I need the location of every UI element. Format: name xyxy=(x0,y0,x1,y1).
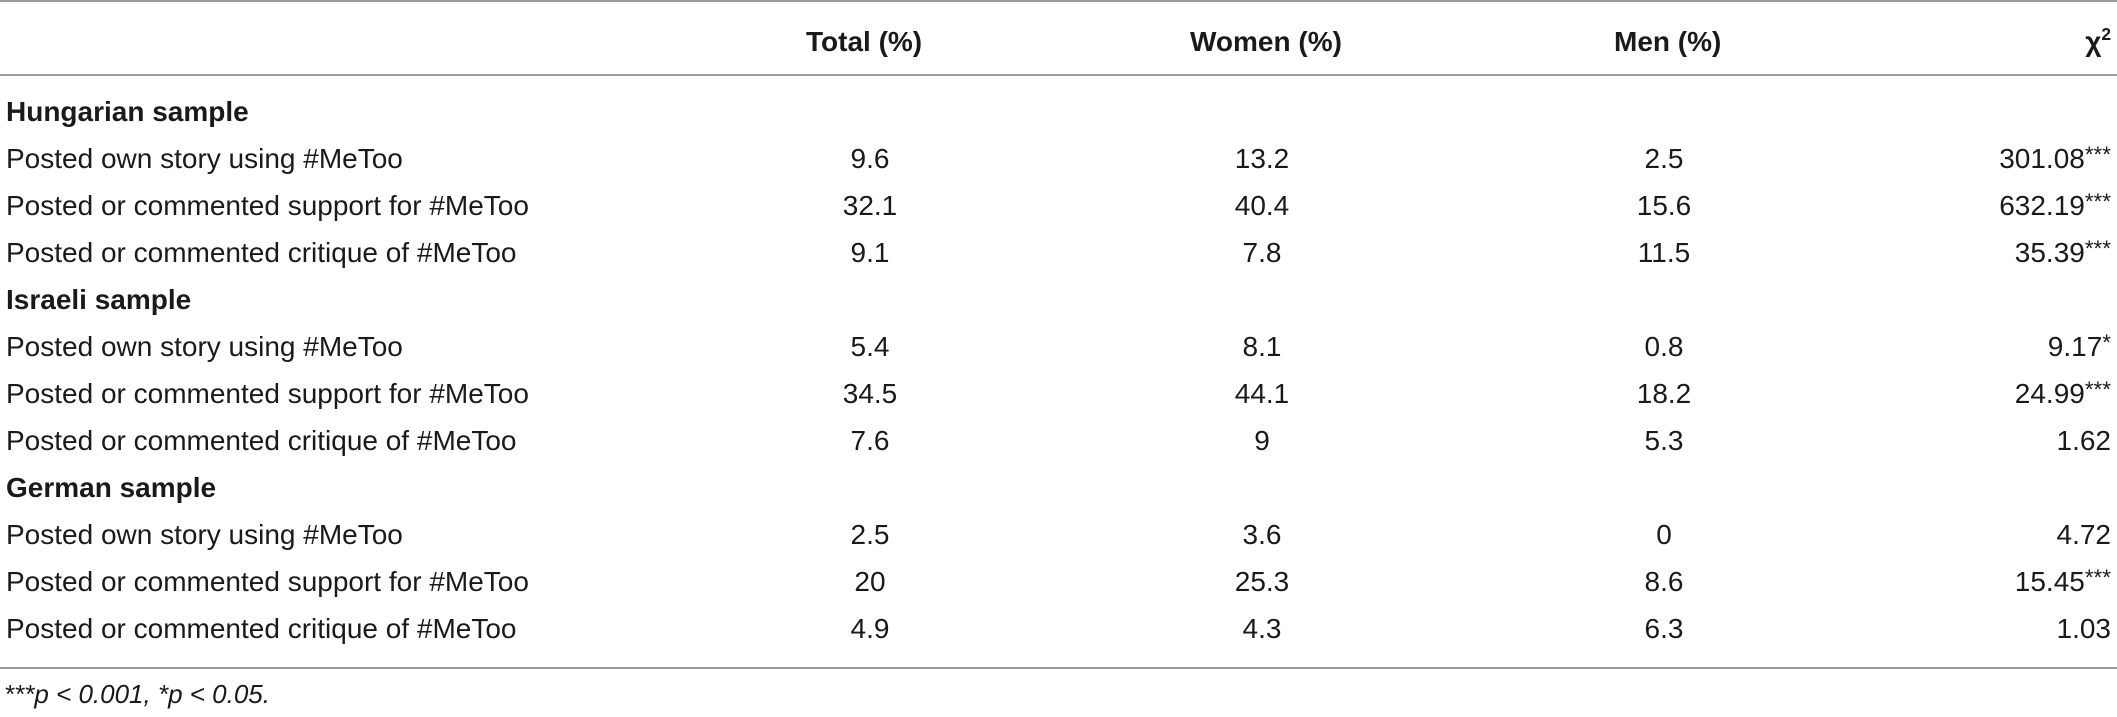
header-row: Total (%) Women (%) Men (%) χ2 xyxy=(0,18,2117,65)
table-row: Posted or commented support for #MeToo 32… xyxy=(0,182,2117,229)
significance-marker: *** xyxy=(2084,377,2111,403)
cell-chi-square: 4.72 xyxy=(2056,519,2112,550)
cell-total: 5.4 xyxy=(850,331,890,362)
cell-women: 44.1 xyxy=(1234,378,1290,409)
cell-men: 6.3 xyxy=(1644,613,1684,644)
cell-men: 15.6 xyxy=(1636,190,1692,221)
cell-chi-square: 1.03 xyxy=(2056,613,2112,644)
significance-marker: * xyxy=(2102,330,2111,356)
bottom-rule xyxy=(0,667,2117,669)
cell-men: 11.5 xyxy=(1637,237,1691,268)
table-row: Posted own story using #MeToo 9.6 13.2 2.5 3… xyxy=(0,135,2117,182)
cell-total: 34.5 xyxy=(842,378,898,409)
chi-symbol: χ xyxy=(2085,26,2102,57)
cell-chi-square: 9.17* xyxy=(2047,330,2111,362)
table-row: Posted own story using #MeToo 2.5 3.6 0 4.72 xyxy=(0,511,2117,558)
cell-men: 18.2 xyxy=(1636,378,1692,409)
top-rule xyxy=(0,0,2117,2)
cell-total: 9.1 xyxy=(850,237,890,268)
cell-total: 20 xyxy=(854,566,886,597)
table-row: Posted or commented critique of #MeToo 9.… xyxy=(0,229,2117,276)
chi-superscript: 2 xyxy=(2101,23,2111,44)
cell-chi-square: 632.19*** xyxy=(1999,189,2111,221)
section-row: Hungarian sample xyxy=(0,88,2117,135)
cell-women: 4.3 xyxy=(1242,613,1282,644)
header-men: Men (%) xyxy=(1614,26,1722,57)
row-label: Posted own story using #MeToo xyxy=(6,331,403,362)
significance-marker: *** xyxy=(2084,236,2111,262)
cell-total: 9.6 xyxy=(850,143,890,174)
cell-women: 9 xyxy=(1254,425,1270,456)
cell-total: 2.5 xyxy=(850,519,890,550)
row-label: Posted or commented support for #MeToo xyxy=(6,190,529,221)
cell-men: 0 xyxy=(1656,519,1672,550)
cell-women: 3.6 xyxy=(1242,519,1282,550)
row-label: Posted own story using #MeToo xyxy=(6,143,403,174)
cell-women: 40.4 xyxy=(1234,190,1290,221)
table-row: Posted or commented support for #MeToo 34… xyxy=(0,370,2117,417)
row-label: Posted or commented critique of #MeToo xyxy=(6,425,517,456)
significance-marker: *** xyxy=(2084,565,2111,591)
cell-men: 2.5 xyxy=(1644,143,1684,174)
cell-men: 0.8 xyxy=(1644,331,1684,362)
section-row: Israeli sample xyxy=(0,276,2117,323)
footnote: ***p < 0.001, *p < 0.05. xyxy=(4,679,270,709)
table-row: Posted or commented support for #MeToo 20… xyxy=(0,558,2117,605)
cell-chi-square: 15.45*** xyxy=(2014,565,2111,597)
table-row: Posted own story using #MeToo 5.4 8.1 0.8 9.… xyxy=(0,323,2117,370)
cell-men: 5.3 xyxy=(1644,425,1684,456)
cell-total: 4.9 xyxy=(850,613,890,644)
significance-marker: *** xyxy=(2084,142,2111,168)
header-total: Total (%) xyxy=(806,26,923,57)
section-title: Israeli sample xyxy=(6,284,192,315)
row-label: Posted or commented support for #MeToo xyxy=(6,566,529,597)
header-chi-square: χ2 xyxy=(2085,18,2111,65)
cell-total: 7.6 xyxy=(850,425,890,456)
row-label: Posted or commented support for #MeToo xyxy=(6,378,529,409)
cell-women: 8.1 xyxy=(1242,331,1282,362)
row-label: Posted own story using #MeToo xyxy=(6,519,403,550)
header-rule xyxy=(0,74,2117,76)
section-title: German sample xyxy=(6,472,217,503)
table-row: Posted or commented critique of #MeToo 4.… xyxy=(0,605,2117,652)
section-row: German sample xyxy=(0,464,2117,511)
cell-chi-square: 301.08*** xyxy=(1999,142,2111,174)
section-title: Hungarian sample xyxy=(6,96,249,127)
table-row: Posted or commented critique of #MeToo 7.… xyxy=(0,417,2117,464)
row-label: Posted or commented critique of #MeToo xyxy=(6,237,517,268)
header-women: Women (%) xyxy=(1190,26,1342,57)
significance-marker: *** xyxy=(2084,189,2111,215)
cell-total: 32.1 xyxy=(842,190,898,221)
cell-women: 13.2 xyxy=(1234,143,1290,174)
cell-men: 8.6 xyxy=(1644,566,1684,597)
cell-chi-square: 24.99*** xyxy=(2014,377,2111,409)
cell-women: 7.8 xyxy=(1242,237,1282,268)
cell-women: 25.3 xyxy=(1234,566,1290,597)
row-label: Posted or commented critique of #MeToo xyxy=(6,613,517,644)
cell-chi-square: 35.39*** xyxy=(2014,236,2111,268)
cell-chi-square: 1.62 xyxy=(2056,425,2112,456)
